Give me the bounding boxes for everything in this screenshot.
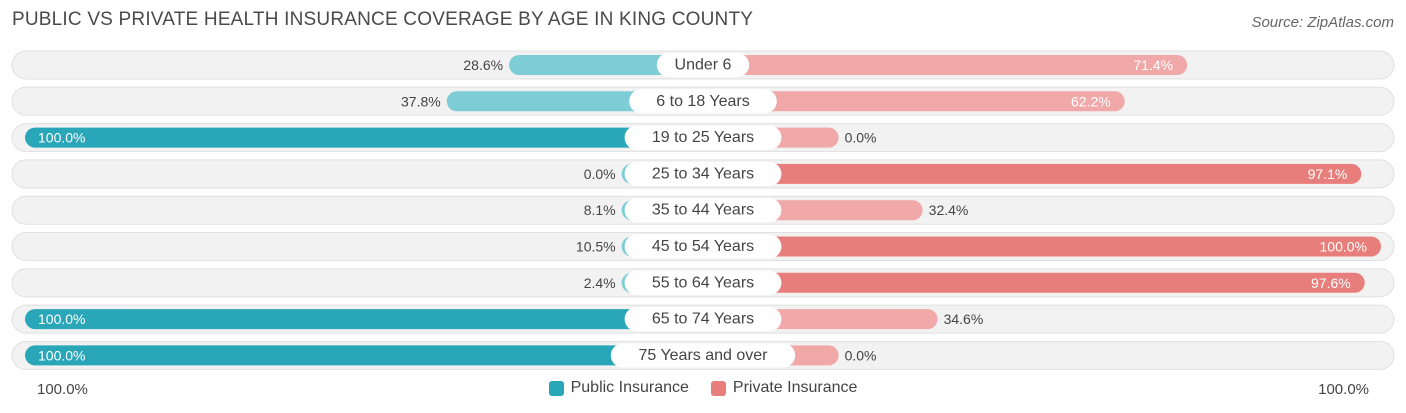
- legend-swatch-public: [548, 380, 564, 396]
- public-value-label: 100.0%: [38, 130, 85, 146]
- private-bar: [703, 163, 1362, 184]
- public-bar: [509, 55, 703, 75]
- public-bar: [25, 309, 703, 330]
- public-bar: [25, 127, 703, 148]
- private-value-label: 62.2%: [1071, 93, 1111, 109]
- category-label: 6 to 18 Years: [656, 93, 749, 110]
- category-label: 35 to 44 Years: [652, 202, 754, 219]
- private-bar: [703, 272, 1365, 293]
- legend-item-public: Public Insurance: [548, 379, 689, 397]
- legend-label-private: Private Insurance: [732, 379, 858, 396]
- private-bar: [703, 91, 1125, 112]
- category-label: 45 to 54 Years: [652, 238, 754, 255]
- public-value-label: 37.8%: [401, 93, 441, 109]
- category-label: 65 to 74 Years: [652, 311, 754, 328]
- public-value-label: 10.5%: [576, 239, 616, 255]
- public-value-label: 100.0%: [38, 347, 85, 363]
- category-pill: [610, 343, 796, 368]
- private-value-label: 71.4%: [1133, 57, 1173, 73]
- private-value-label: 97.6%: [1311, 275, 1351, 291]
- legend: Public Insurance Private Insurance: [0, 379, 1406, 397]
- public-value-label: 8.1%: [584, 202, 616, 218]
- public-value-label: 0.0%: [584, 166, 616, 182]
- private-value-label: 97.1%: [1308, 166, 1348, 182]
- category-pill: [624, 161, 782, 186]
- chart-area: 28.6% 71.4% Under 6 37.8% 62.2% 6 to 18 Years…: [11, 50, 1395, 370]
- category-label: 25 to 34 Years: [652, 165, 754, 182]
- public-value-label: 100.0%: [38, 311, 85, 327]
- axis-label-right: 100.0%: [1318, 381, 1369, 398]
- category-pill: [624, 270, 782, 295]
- legend-label-public: Public Insurance: [570, 379, 689, 396]
- category-label: 75 Years and over: [639, 347, 769, 364]
- legend-item-private: Private Insurance: [710, 379, 858, 397]
- category-pill: [624, 234, 782, 259]
- category-pill: [624, 198, 782, 223]
- private-value-label: 34.6%: [944, 311, 984, 327]
- category-pill: [629, 89, 777, 114]
- category-label: Under 6: [675, 57, 732, 74]
- category-pill: [656, 53, 750, 77]
- category-label: 19 to 25 Years: [652, 129, 754, 146]
- chart-title: PUBLIC VS PRIVATE HEALTH INSURANCE COVER…: [12, 9, 754, 30]
- axis-label-left: 100.0%: [37, 381, 88, 398]
- private-bar: [703, 55, 1188, 75]
- public-value-label: 28.6%: [463, 57, 503, 73]
- source-note: Source: ZipAtlas.com: [1251, 14, 1394, 31]
- private-value-label: 0.0%: [845, 347, 877, 363]
- legend-swatch-private: [710, 380, 726, 396]
- private-bar: [703, 236, 1381, 257]
- public-value-label: 2.4%: [584, 275, 616, 291]
- category-pill: [624, 307, 782, 332]
- private-value-label: 32.4%: [929, 202, 969, 218]
- category-pill: [624, 125, 782, 150]
- public-bar: [25, 345, 703, 366]
- private-value-label: 0.0%: [845, 130, 877, 146]
- private-value-label: 100.0%: [1320, 239, 1367, 255]
- category-label: 55 to 64 Years: [652, 274, 754, 291]
